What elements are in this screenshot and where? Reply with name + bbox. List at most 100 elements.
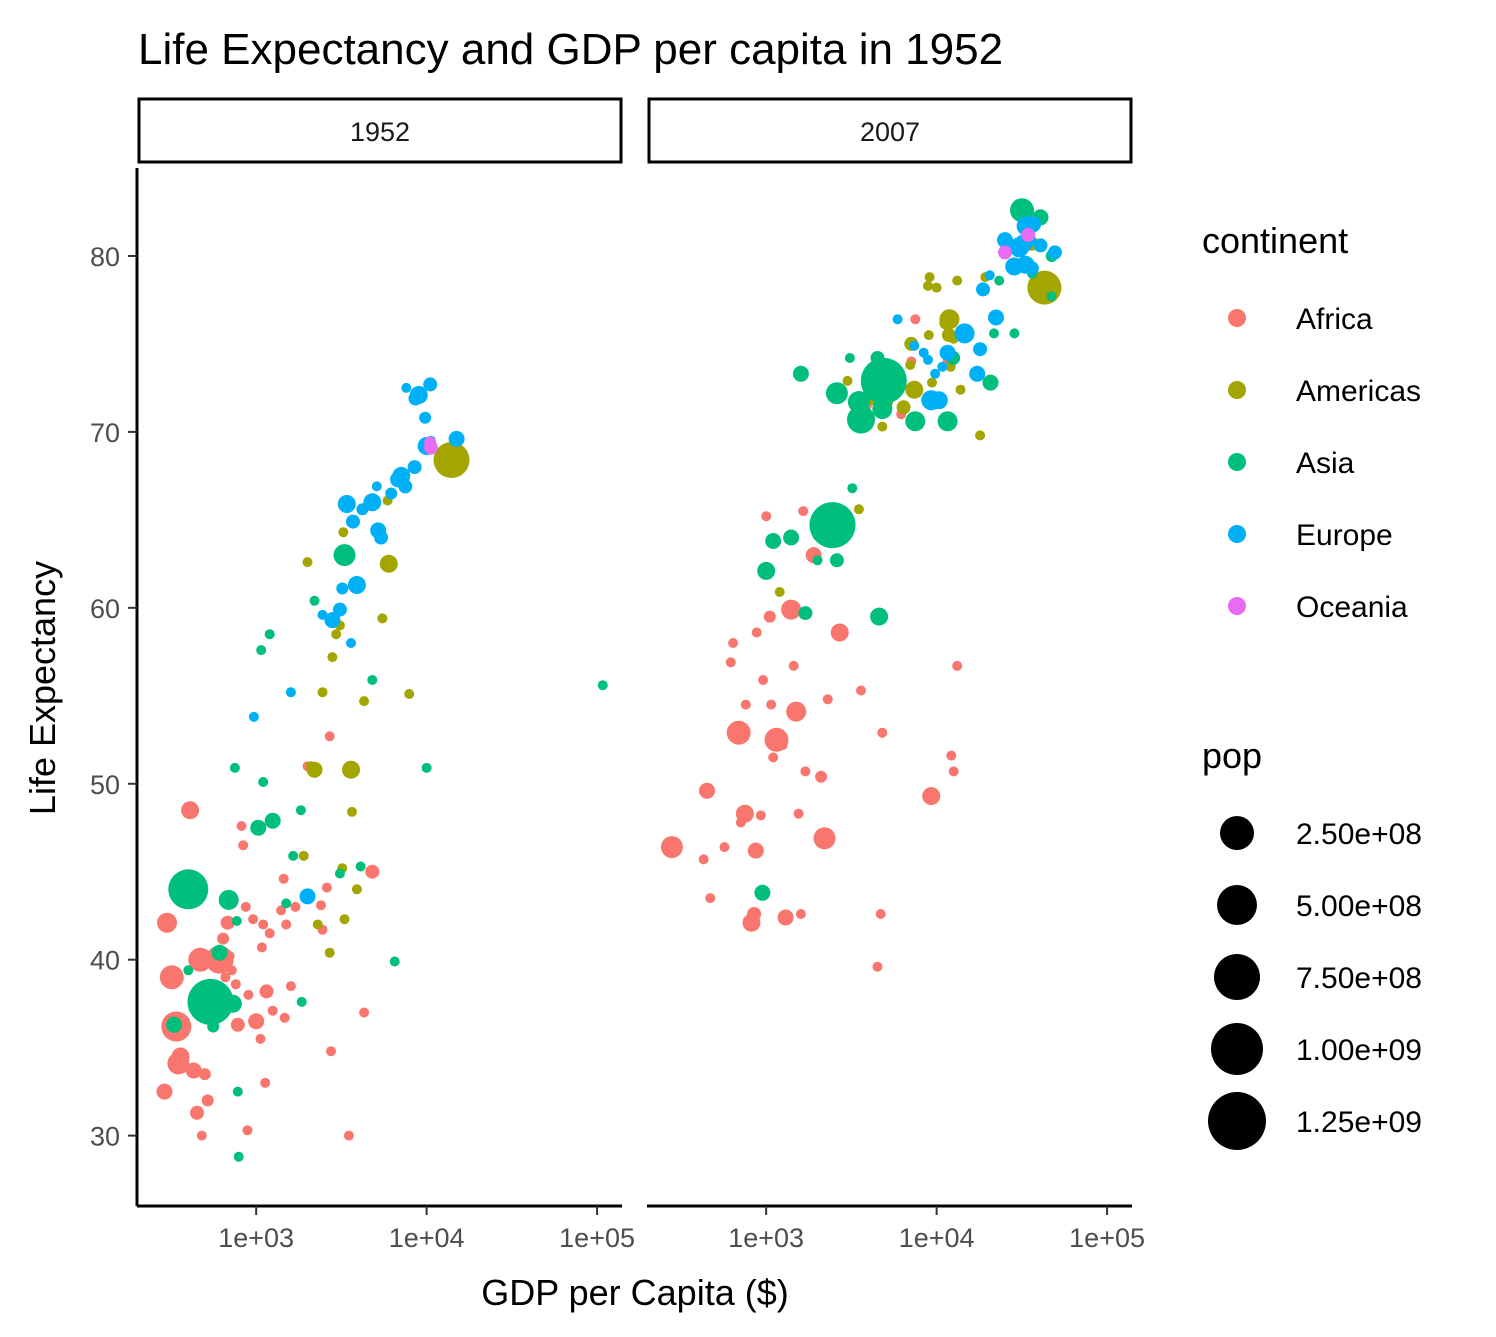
- data-point-africa: [201, 1094, 214, 1107]
- data-point-americas: [842, 375, 853, 386]
- data-point-africa: [822, 694, 833, 705]
- data-point-americas: [853, 504, 864, 515]
- data-point-europe: [347, 576, 366, 594]
- data-point-europe: [1033, 238, 1048, 253]
- data-point-asia: [847, 405, 875, 434]
- data-point-africa: [259, 984, 274, 999]
- x-tick-label: 1e+03: [728, 1223, 804, 1253]
- data-point-europe: [398, 479, 413, 494]
- data-point-americas: [924, 272, 935, 283]
- data-point-africa: [248, 914, 259, 925]
- data-point-europe: [337, 495, 356, 513]
- data-point-africa: [856, 685, 866, 696]
- facet-label-1952: 1952: [350, 117, 410, 147]
- data-point-europe: [346, 638, 356, 648]
- data-point-africa: [788, 660, 799, 671]
- data-point-americas: [342, 760, 360, 779]
- facet-strip-2007: [647, 97, 1133, 164]
- data-point-africa: [242, 1125, 253, 1136]
- data-point-asia: [878, 377, 889, 388]
- data-point-americas: [896, 400, 911, 415]
- data-point-americas: [939, 309, 960, 330]
- data-point-africa: [948, 766, 959, 777]
- data-point-africa: [321, 882, 332, 893]
- data-point-africa: [278, 873, 289, 884]
- data-point-americas: [955, 384, 966, 395]
- data-point-americas: [433, 442, 470, 478]
- x-tick-label: 1e+03: [218, 1223, 294, 1253]
- points-layer: [156, 198, 1062, 1162]
- data-point-americas: [923, 280, 933, 291]
- legend-size-key: [1220, 816, 1254, 850]
- data-point-africa: [324, 731, 335, 742]
- data-point-africa: [185, 1062, 202, 1079]
- data-point-americas: [331, 629, 342, 640]
- data-point-europe: [448, 430, 465, 447]
- x-tick-label: 1e+05: [1069, 1223, 1145, 1253]
- data-point-africa: [751, 627, 762, 638]
- data-point-africa: [728, 638, 739, 648]
- data-point-africa: [910, 314, 921, 325]
- data-point-africa: [830, 623, 849, 642]
- legend-pop: 2.50e+08 5.00e+08 7.50e+08 1.00e+09 1.25e+09: [1208, 816, 1422, 1150]
- data-point-africa: [190, 1105, 204, 1120]
- data-point-americas: [952, 275, 963, 286]
- data-point-asia: [825, 382, 848, 405]
- data-point-africa: [181, 801, 200, 820]
- data-point-europe: [988, 309, 1004, 326]
- data-point-asia: [166, 1016, 183, 1033]
- data-point-africa: [226, 965, 237, 976]
- data-point-asia: [183, 965, 194, 976]
- data-point-africa: [768, 752, 779, 763]
- data-point-asia: [187, 978, 234, 1025]
- data-point-asia: [905, 411, 926, 432]
- data-point-africa: [343, 1130, 354, 1141]
- data-point-europe: [973, 342, 988, 357]
- data-point-africa: [196, 1130, 207, 1141]
- data-point-africa: [747, 907, 762, 921]
- legend-key-africa: [1228, 309, 1246, 327]
- data-point-americas: [302, 557, 313, 568]
- data-point-africa: [758, 675, 769, 685]
- x-tick-label: 1e+04: [389, 1223, 465, 1253]
- legend-key-europe: [1228, 525, 1246, 543]
- data-point-asia: [207, 1020, 220, 1033]
- data-point-europe: [407, 460, 422, 475]
- data-point-asia: [765, 533, 782, 549]
- data-point-asia: [281, 898, 292, 909]
- data-point-americas: [351, 884, 362, 895]
- x-tick-label: 1e+04: [899, 1223, 975, 1253]
- data-point-asia: [223, 994, 242, 1013]
- legend-continent: Africa Americas Asia Europe Oceania: [1228, 303, 1421, 624]
- data-point-africa: [777, 909, 794, 926]
- data-point-africa: [220, 915, 235, 930]
- data-point-asia: [232, 1086, 243, 1097]
- data-point-africa: [735, 804, 754, 823]
- data-point-americas: [306, 761, 323, 778]
- legend-size-key: [1217, 885, 1257, 925]
- data-point-asia: [295, 805, 306, 816]
- y-tick-label: 80: [90, 242, 120, 272]
- data-point-africa: [698, 854, 709, 865]
- data-point-europe: [976, 282, 990, 297]
- legend-size-key: [1208, 1092, 1266, 1150]
- data-point-americas: [377, 613, 388, 624]
- data-point-africa: [260, 1077, 271, 1088]
- data-point-asia: [231, 916, 242, 926]
- data-point-africa: [763, 610, 776, 623]
- data-point-europe: [1024, 261, 1039, 276]
- x-tick-label: 1e+05: [559, 1223, 635, 1253]
- data-point-asia: [264, 629, 275, 640]
- data-point-americas: [327, 652, 338, 663]
- data-point-asia: [870, 607, 889, 626]
- data-point-europe: [336, 582, 349, 595]
- y-tick-label: 60: [90, 594, 120, 624]
- data-point-africa: [660, 836, 683, 859]
- data-point-americas: [379, 554, 398, 573]
- data-point-asia: [258, 777, 269, 787]
- y-tick-label: 50: [90, 770, 120, 800]
- data-point-africa: [316, 900, 326, 911]
- legend-key-asia: [1228, 453, 1246, 471]
- data-point-europe: [346, 514, 360, 529]
